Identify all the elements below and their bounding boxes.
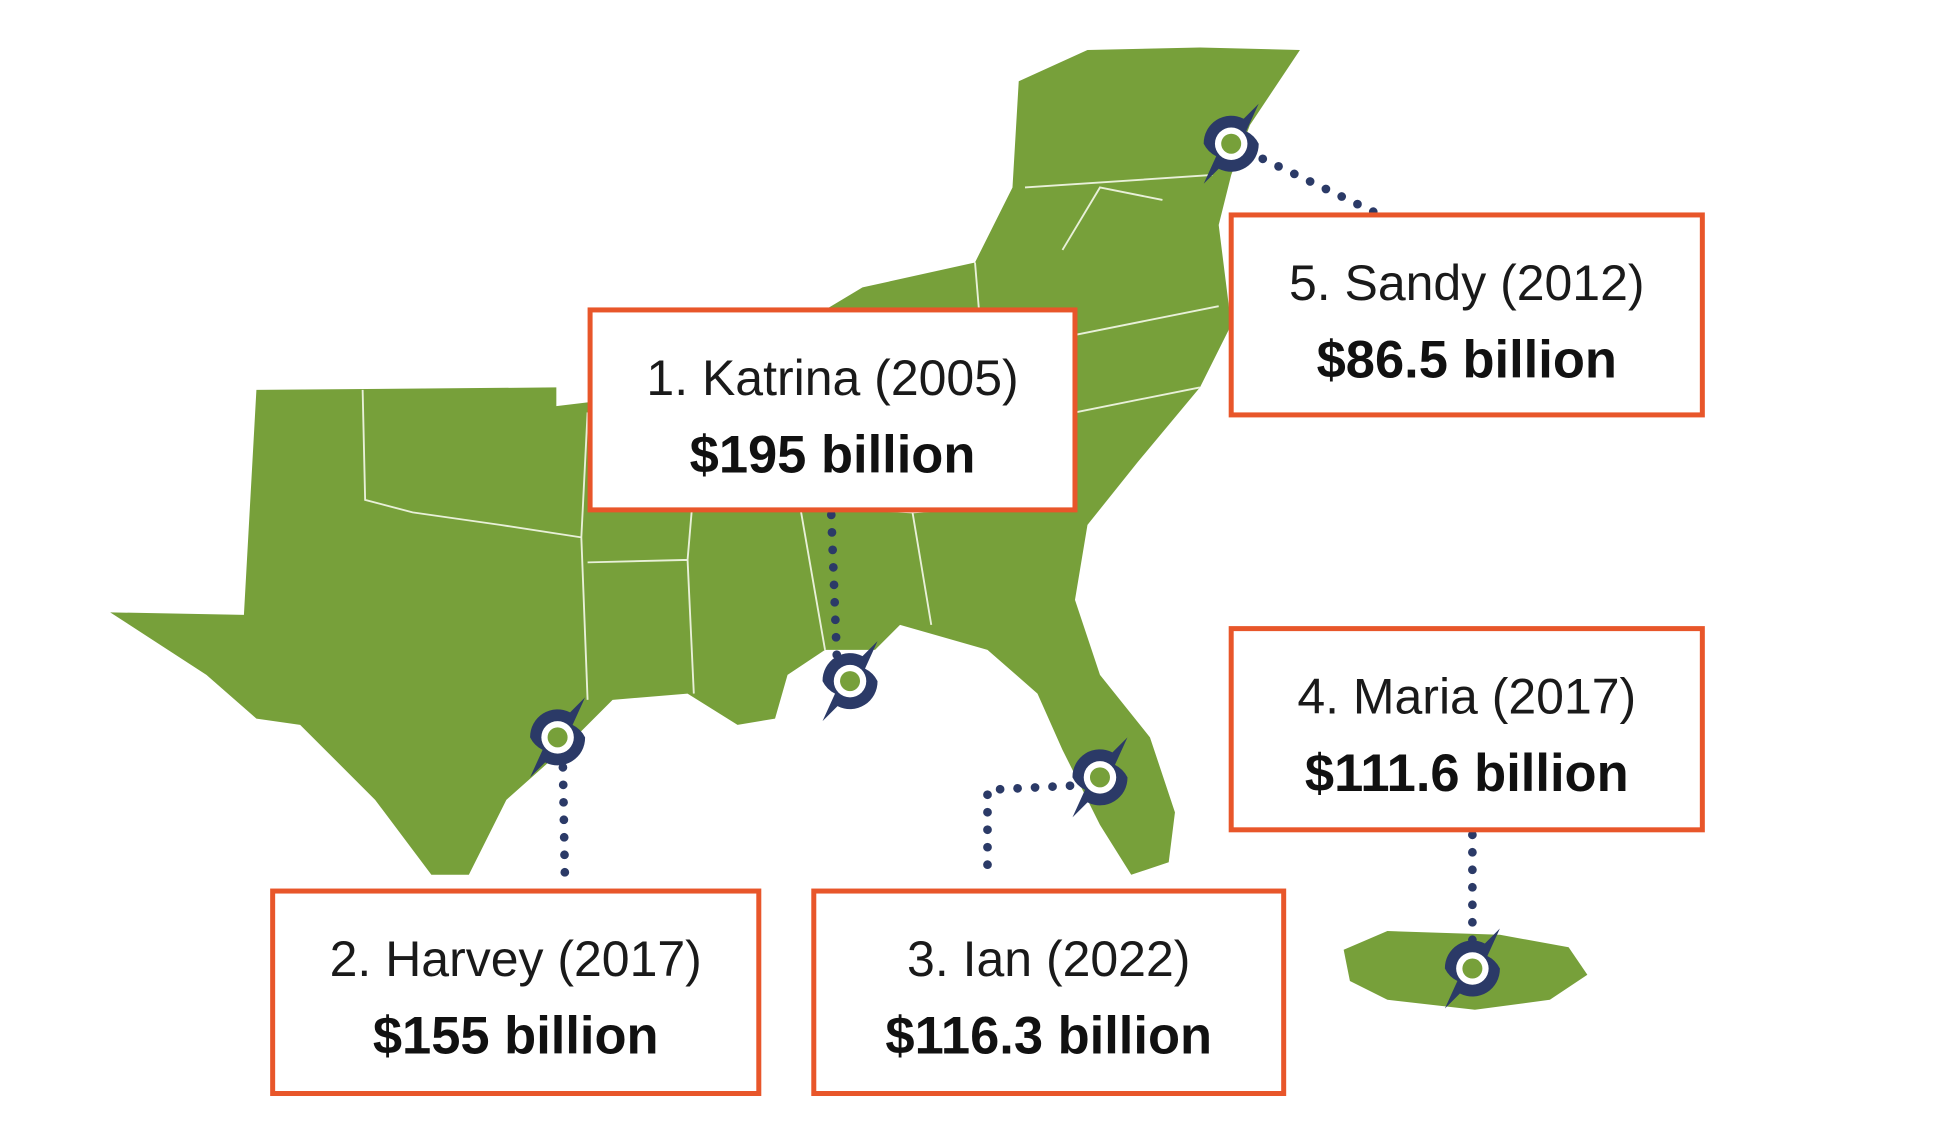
hurricane-icon: [1444, 928, 1500, 1009]
callout-box: [811, 888, 1287, 1097]
icon-eye: [1089, 767, 1110, 788]
map: [110, 47, 1588, 1010]
storm-name: 4. Maria (2017): [1297, 669, 1636, 725]
callout-box: [587, 307, 1078, 513]
icon-eye: [840, 671, 861, 692]
storm-cost: $111.6 billion: [1305, 744, 1629, 803]
storm-name: 2. Harvey (2017): [330, 931, 702, 987]
hurricane-icon: [1072, 737, 1128, 818]
storm-cost: $195 billion: [690, 425, 976, 484]
icon-eye: [547, 727, 568, 748]
hurricane-icon: [1203, 103, 1259, 184]
connector: [983, 780, 1092, 886]
callout-box: [1228, 212, 1705, 418]
callouts: 1. Katrina (2005) $195 billion 2. Harvey (…: [270, 212, 1705, 1097]
icon-eye: [1462, 958, 1483, 979]
callout-box: [270, 888, 762, 1097]
hurricane-icon: [530, 697, 586, 778]
callout-box: [1228, 626, 1705, 833]
storm-name: 5. Sandy (2012): [1289, 255, 1645, 311]
icon-eye: [1221, 133, 1242, 154]
storm-cost: $116.3 billion: [885, 1007, 1212, 1066]
storm-name: 3. Ian (2022): [907, 931, 1190, 987]
storm-name: 1. Katrina (2005): [646, 350, 1018, 406]
storm-cost: $155 billion: [373, 1007, 659, 1066]
hurricane-icon: [822, 641, 878, 722]
storm-cost: $86.5 billion: [1317, 330, 1617, 389]
hurricane-icons: [530, 103, 1500, 1009]
connector: [558, 745, 570, 892]
